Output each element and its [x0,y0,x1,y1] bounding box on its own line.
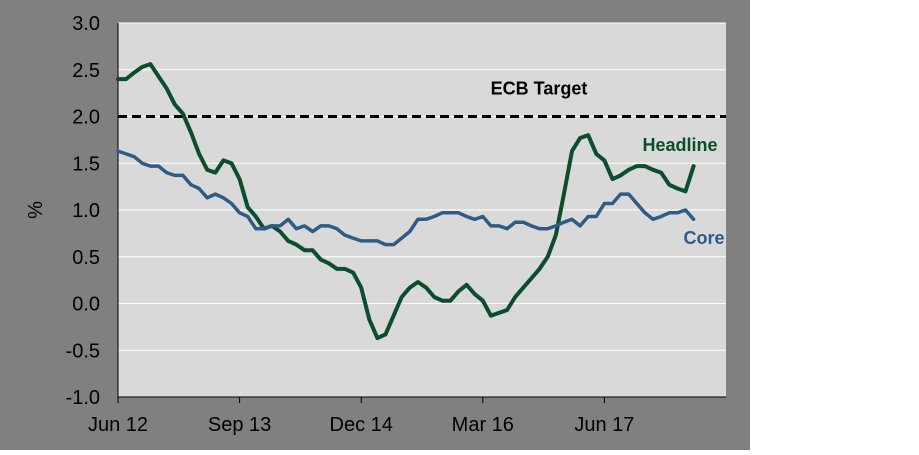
gridlines [118,22,726,398]
y-axis-label: % [25,201,47,219]
x-axis: Jun 12 Sep 13 Dec 14 Mar 16 Jun 17 [88,396,726,436]
series-line-core [116,149,696,247]
y-tick-label: -1.0 [66,387,100,409]
y-tick-label: 0.5 [72,247,100,269]
y-tick-label: 1.5 [72,153,100,175]
x-tick-label: Dec 14 [330,414,393,436]
series-label-headline: Headline [642,135,717,155]
y-tick-label: 2.0 [72,107,100,129]
y-axis: 3.0 2.5 2.0 1.5 1.0 0.5 0.0 -0.5 -1.0 [66,13,119,409]
y-tick-label: -0.5 [66,340,100,362]
x-tick-label: Mar 16 [452,414,514,436]
y-tick-label: 3.0 [72,13,100,35]
series-layer [116,62,696,341]
x-tick-label: Jun 12 [88,414,148,436]
series-label-core: Core [683,228,724,248]
series-line-headline [116,62,696,341]
ecb-target-label: ECB Target [491,79,588,99]
y-tick-label: 1.0 [72,200,100,222]
x-tick-label: Sep 13 [208,414,271,436]
x-tick-label: Jun 17 [574,414,634,436]
y-tick-label: 2.5 [72,60,100,82]
y-tick-label: 0.0 [72,294,100,316]
